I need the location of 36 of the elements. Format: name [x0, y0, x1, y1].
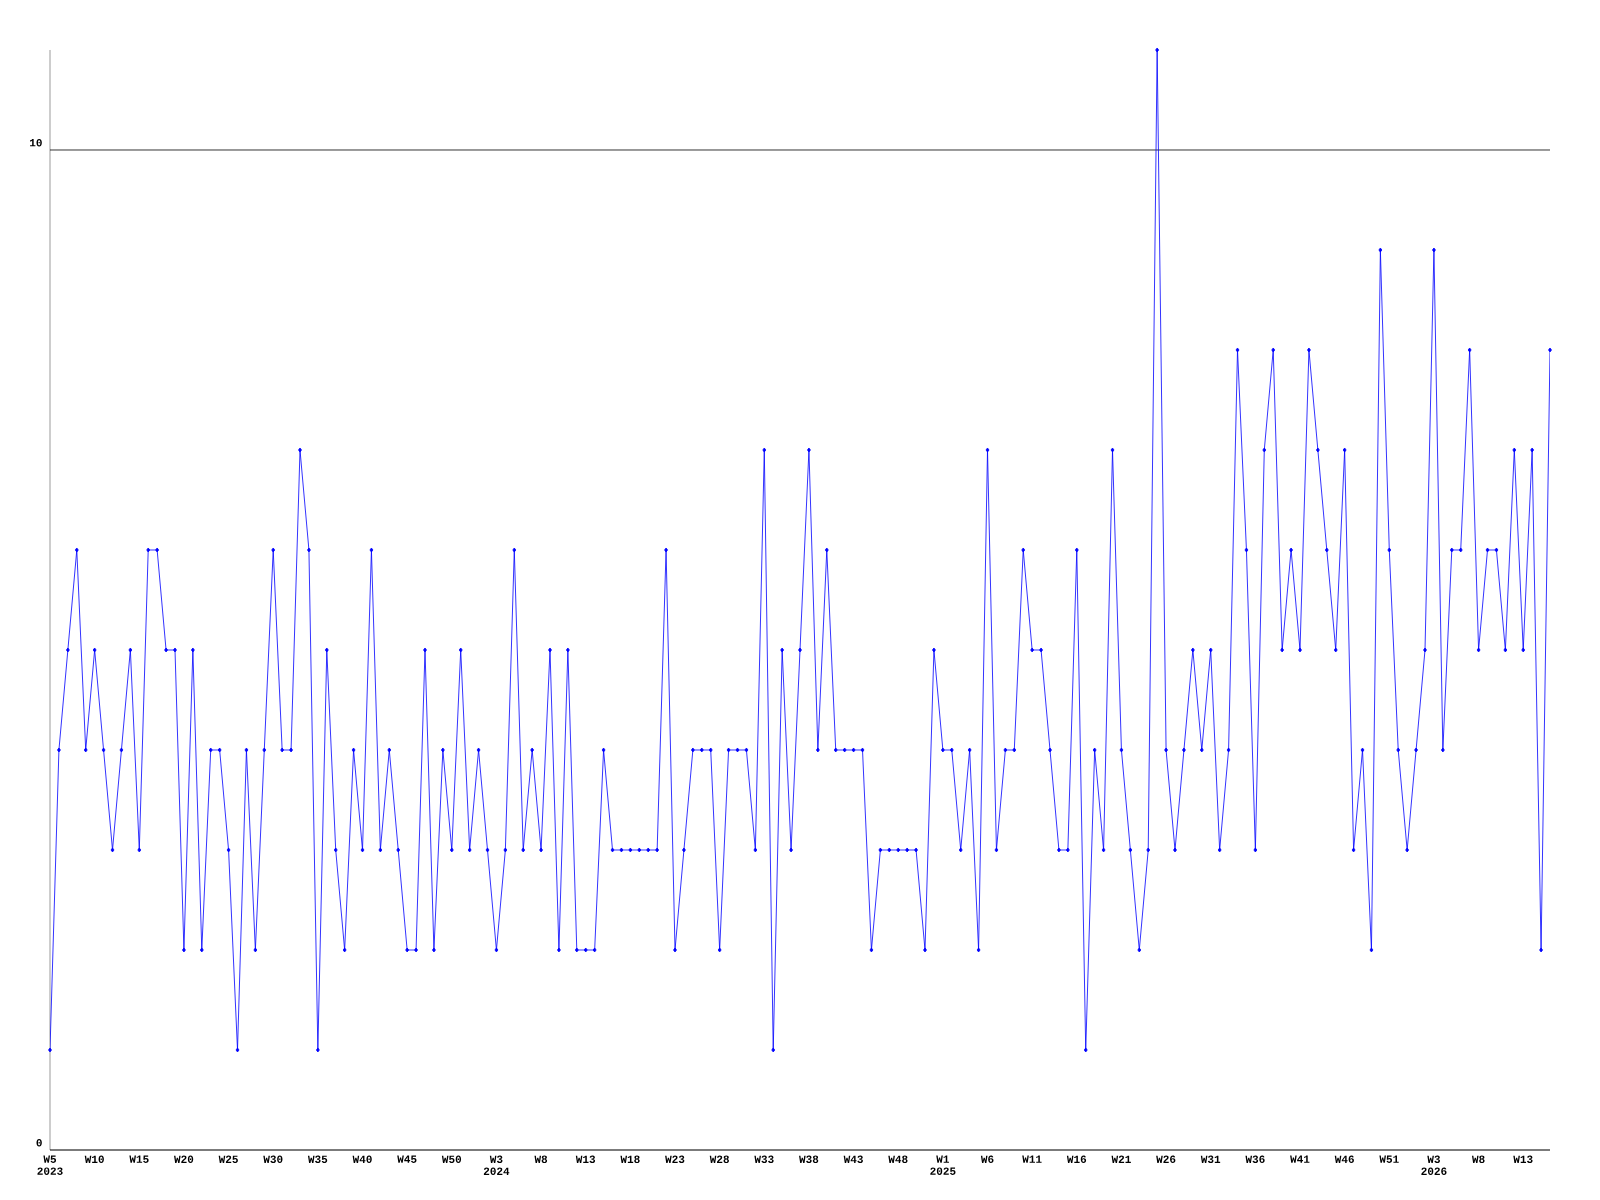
- x-tick-label: W25: [218, 1155, 238, 1163]
- x-tick-label: W30: [263, 1155, 283, 1164]
- x-tick-label: W33: [754, 1155, 774, 1164]
- x-tick-label: W31: [1200, 1155, 1221, 1164]
- x-tick-label: W6: [980, 1155, 994, 1163]
- x-tick-label: W35: [307, 1155, 328, 1164]
- x-tick-label: W20: [174, 1155, 194, 1163]
- x-tick-label: W26: [1156, 1155, 1176, 1163]
- x-tick-label: W45: [397, 1155, 417, 1163]
- y-tick-label: 0: [36, 1139, 42, 1147]
- x-tick-label: W48: [888, 1155, 908, 1163]
- x-tick-label: W11: [1022, 1155, 1042, 1163]
- x-tick-label: W43: [843, 1155, 863, 1164]
- x-tick-label: W36: [1245, 1155, 1265, 1164]
- x-tick-label: W51: [1379, 1155, 1399, 1163]
- x-tick-label: W8: [1471, 1155, 1485, 1163]
- x-tick-label: W50: [441, 1155, 462, 1163]
- x-tick-label: W5 2023: [37, 1155, 63, 1175]
- x-tick-label: W23: [665, 1155, 685, 1164]
- x-tick-label: W8: [534, 1155, 548, 1163]
- x-tick-label: W15: [129, 1155, 149, 1163]
- x-tick-label: W16: [1066, 1155, 1087, 1163]
- x-tick-label: W3 2026: [1421, 1155, 1447, 1175]
- x-tick-label: W1 2025: [930, 1155, 956, 1175]
- x-tick-label: W46: [1334, 1155, 1354, 1163]
- x-tick-label: W28: [709, 1155, 729, 1163]
- x-tick-label: W41: [1290, 1155, 1310, 1163]
- x-tick-label: W38: [799, 1155, 819, 1164]
- x-tick-label: W13: [575, 1155, 596, 1164]
- y-tick-label: 10: [30, 138, 42, 147]
- x-tick-label: W13: [1513, 1155, 1533, 1164]
- x-tick-label: W3 2024: [483, 1155, 510, 1175]
- x-tick-label: W40: [352, 1155, 372, 1163]
- x-tick-label: W18: [620, 1155, 640, 1163]
- x-tick-label: W21: [1111, 1155, 1131, 1163]
- x-tick-label: W10: [84, 1155, 104, 1163]
